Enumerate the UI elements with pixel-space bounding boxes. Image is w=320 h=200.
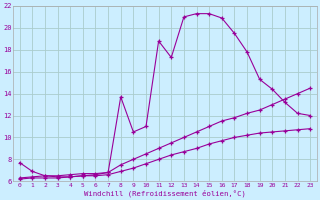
X-axis label: Windchill (Refroidissement éolien,°C): Windchill (Refroidissement éolien,°C) — [84, 189, 246, 197]
